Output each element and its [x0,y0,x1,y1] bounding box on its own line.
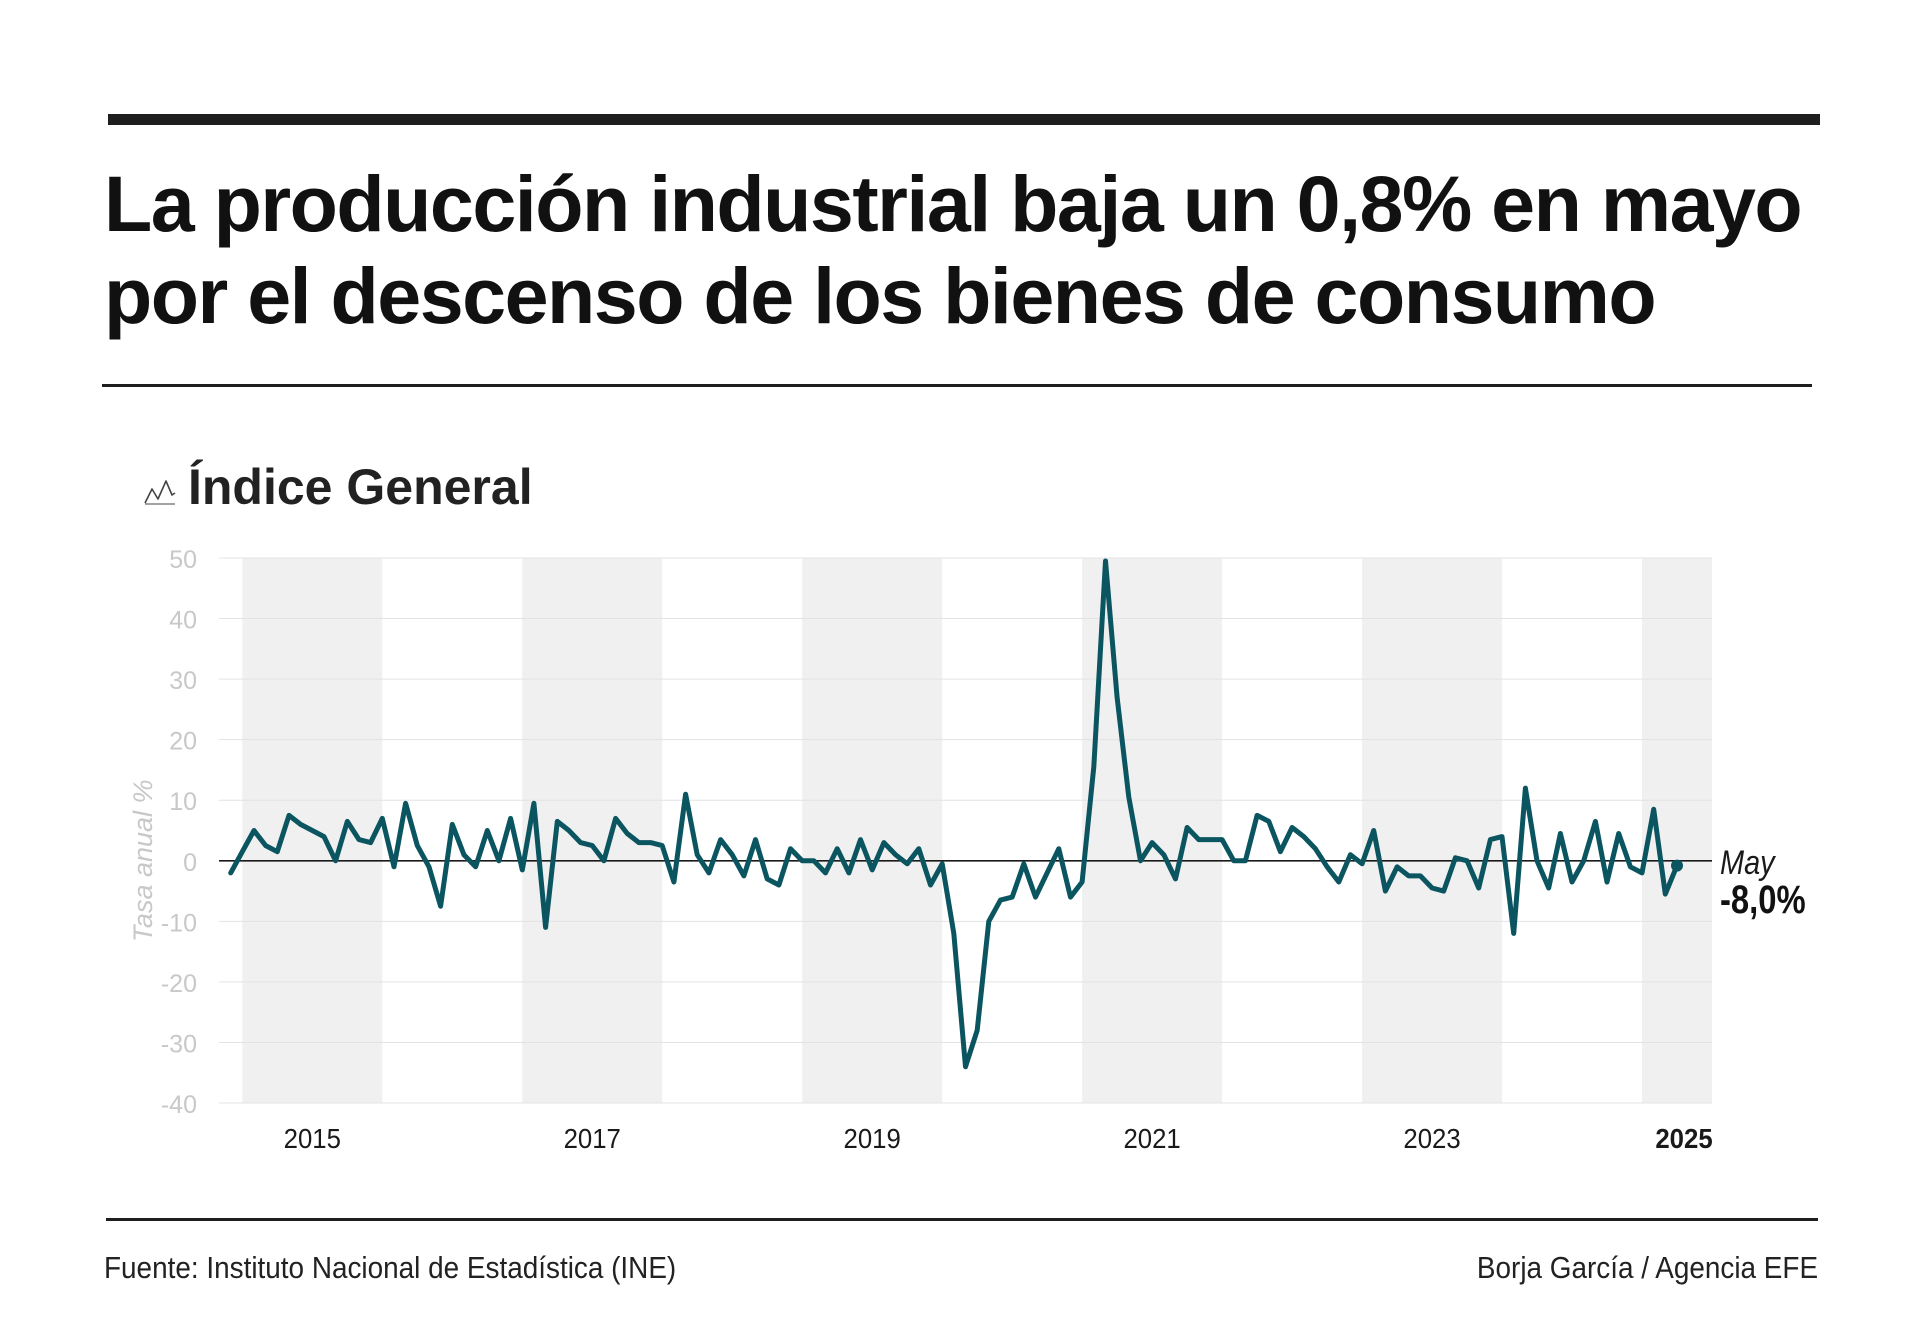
x-tick-label: 2015 [284,1123,341,1154]
y-axis-label: Tasa anual % [128,779,158,942]
year-band-2025 [1642,558,1712,1103]
y-tick-label: 30 [169,667,197,695]
y-tick-label: -30 [161,1030,197,1058]
year-band-2019 [802,558,943,1103]
year-band-2017 [522,558,663,1103]
y-tick-label: -10 [161,909,197,937]
x-tick-label: 2017 [564,1123,621,1154]
last-point-marker [1671,859,1684,872]
year-band-2021 [1082,558,1223,1103]
footer-divider [106,1218,1818,1221]
y-tick-label: 0 [183,849,197,877]
top-rule [108,114,1820,125]
x-tick-label: 2025 [1655,1123,1712,1154]
last-point-value: -8,0% [1720,877,1806,922]
y-tick-label: -40 [161,1091,197,1119]
line-chart-icon [144,480,176,505]
source-note: Fuente: Instituto Nacional de Estadístic… [104,1250,677,1285]
chart-title-group: Índice General [142,458,533,516]
y-tick-label: -20 [161,970,197,998]
x-tick-label: 2023 [1403,1123,1460,1154]
chart-title: Índice General [188,459,533,515]
headline-divider [102,384,1812,387]
headline: La producción industrial baja un 0,8% en… [104,159,1803,340]
x-tick-label: 2021 [1123,1123,1180,1154]
y-tick-label: 40 [169,607,197,635]
last-point-label: May [1720,843,1777,882]
credit-note: Borja García / Agencia EFE [1476,1250,1818,1285]
x-tick-label: 2019 [844,1123,901,1154]
y-tick-label: 50 [169,546,197,574]
year-band-2023 [1362,558,1503,1103]
y-tick-label: 20 [169,728,197,756]
y-tick-label: 10 [169,788,197,816]
series-line [228,558,1680,1070]
